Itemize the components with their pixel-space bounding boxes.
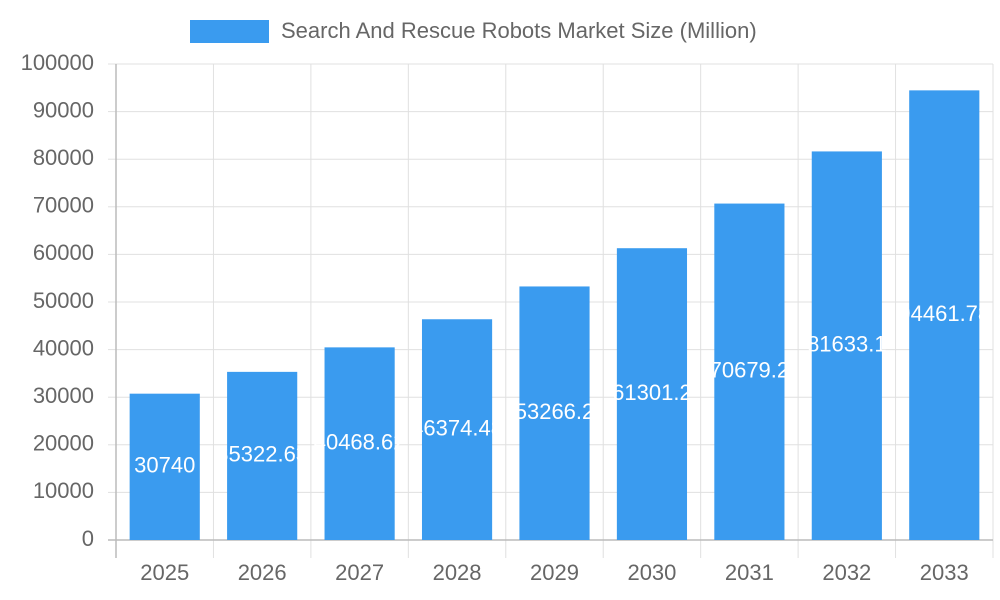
y-tick-label: 40000 bbox=[33, 335, 94, 360]
bar bbox=[616, 248, 688, 540]
bar bbox=[714, 203, 785, 540]
bar bbox=[909, 90, 980, 540]
data-label: 61301.2 bbox=[612, 380, 692, 405]
x-tick-label: 2025 bbox=[140, 560, 189, 585]
y-tick-label: 70000 bbox=[33, 193, 94, 218]
data-label: 30740 bbox=[134, 453, 195, 478]
data-label: 35322.63 bbox=[216, 442, 308, 467]
y-tick-label: 30000 bbox=[33, 383, 94, 408]
data-label: 53266.2 bbox=[515, 399, 595, 424]
y-tick-label: 60000 bbox=[33, 240, 94, 265]
y-tick-label: 20000 bbox=[33, 431, 94, 456]
bar bbox=[324, 347, 395, 540]
x-tick-label: 2027 bbox=[335, 560, 384, 585]
bar bbox=[227, 371, 298, 540]
data-label: 81633.1 bbox=[807, 332, 887, 357]
data-label: 40468.62 bbox=[314, 429, 406, 454]
y-tick-label: 0 bbox=[82, 526, 94, 551]
x-tick-label: 2031 bbox=[725, 560, 774, 585]
y-tick-label: 10000 bbox=[33, 478, 94, 503]
x-tick-label: 2029 bbox=[530, 560, 579, 585]
legend-label: Search And Rescue Robots Market Size (Mi… bbox=[281, 18, 757, 43]
x-tick-label: 2026 bbox=[238, 560, 287, 585]
y-tick-label: 100000 bbox=[21, 50, 94, 75]
x-tick-label: 2032 bbox=[822, 560, 871, 585]
x-tick-label: 2028 bbox=[433, 560, 482, 585]
y-tick-label: 80000 bbox=[33, 145, 94, 170]
data-label: 70679.2 bbox=[710, 358, 790, 383]
data-label: 46374.48 bbox=[411, 415, 503, 440]
legend-swatch bbox=[190, 20, 269, 43]
x-tick-label: 2030 bbox=[627, 560, 676, 585]
y-tick-label: 90000 bbox=[33, 97, 94, 122]
bar bbox=[519, 286, 590, 540]
y-tick-label: 50000 bbox=[33, 288, 94, 313]
bar bbox=[129, 393, 200, 540]
data-label: 94461.78 bbox=[898, 301, 990, 326]
bar bbox=[811, 151, 882, 540]
bar bbox=[421, 319, 493, 540]
x-tick-label: 2033 bbox=[920, 560, 969, 585]
